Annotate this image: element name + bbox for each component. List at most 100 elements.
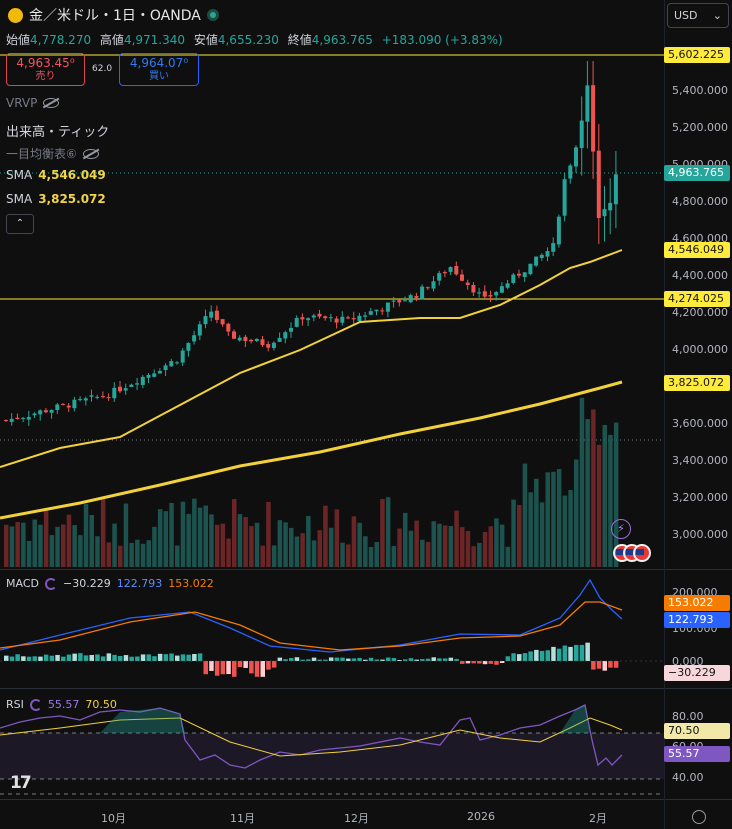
time-axis-label: 12月 bbox=[344, 812, 369, 825]
volume-bar bbox=[522, 463, 528, 567]
candle-body bbox=[43, 410, 48, 413]
macd-histogram-bar bbox=[186, 654, 191, 661]
volume-bar bbox=[249, 526, 254, 567]
candle-body bbox=[249, 339, 254, 342]
symbol-title[interactable]: 金／米ドル・1日・OANDA bbox=[8, 5, 219, 25]
volume-bar bbox=[271, 545, 277, 567]
lightning-icon[interactable]: ⚡ bbox=[611, 519, 631, 539]
candle-body bbox=[243, 336, 248, 342]
eye-hidden-icon[interactable] bbox=[43, 98, 60, 108]
candle-body bbox=[61, 403, 65, 405]
pane-divider bbox=[0, 799, 732, 800]
macd-histogram-bar bbox=[568, 646, 573, 661]
rsi-ma-badge: 70.50 bbox=[664, 723, 730, 739]
macd-histogram-bar bbox=[368, 657, 374, 661]
volume-bar bbox=[175, 545, 180, 567]
buy-button[interactable]: 4,964.07⁰ 買い bbox=[119, 53, 199, 86]
volume-bar bbox=[106, 542, 112, 567]
sell-button[interactable]: 4,963.45⁰ 売り bbox=[6, 53, 85, 86]
us-flag-event-icon[interactable] bbox=[633, 544, 651, 562]
macd-histogram-bar bbox=[539, 650, 545, 661]
macd-histogram-bar bbox=[488, 661, 493, 664]
refresh-icon[interactable] bbox=[44, 577, 57, 590]
candle-body bbox=[306, 318, 311, 321]
currency-selector[interactable]: USD ⌄ bbox=[667, 3, 729, 28]
macd-histogram-bar bbox=[43, 654, 49, 661]
macd-histogram-bar bbox=[26, 656, 32, 661]
volume-bar bbox=[129, 542, 134, 567]
volume-bar bbox=[163, 511, 169, 567]
candle-body bbox=[38, 410, 43, 415]
volume-bar bbox=[380, 498, 385, 567]
candle-body bbox=[397, 300, 402, 303]
candle-body bbox=[311, 315, 316, 318]
price-axis-tick: 4,400.000 bbox=[672, 269, 728, 282]
candle-body bbox=[15, 417, 20, 420]
indicator-sma-2[interactable]: SMA 3,825.072 bbox=[6, 192, 106, 206]
volume-bar bbox=[397, 528, 402, 567]
volume-bar bbox=[78, 535, 83, 567]
candle-body bbox=[363, 315, 368, 317]
volume-bar bbox=[237, 514, 243, 567]
candle-body bbox=[203, 316, 208, 325]
macd-histogram-bar bbox=[602, 661, 607, 671]
candle-body bbox=[100, 396, 105, 398]
macd-histogram-bar bbox=[374, 659, 379, 661]
indicator-ichimoku[interactable]: 一目均衡表⑥ bbox=[6, 145, 99, 162]
sma-1-badge: 4,546.049 bbox=[664, 242, 730, 258]
candle-body bbox=[192, 335, 197, 342]
macd-histogram-bar bbox=[397, 659, 402, 661]
candle-body bbox=[385, 302, 390, 312]
volume-bar bbox=[351, 516, 357, 567]
candle-body bbox=[357, 315, 362, 321]
candle-body bbox=[613, 174, 618, 205]
rsi-legend[interactable]: RSI 55.57 70.50 bbox=[6, 698, 117, 711]
candle-body bbox=[374, 309, 379, 312]
candle-body bbox=[277, 337, 282, 342]
candle-body bbox=[283, 332, 288, 339]
volume-bar bbox=[266, 501, 271, 567]
candle-body bbox=[460, 274, 464, 281]
macd-line-badge: 122.793 bbox=[664, 612, 730, 628]
indicator-volume[interactable]: 出来高・ティック bbox=[6, 121, 109, 140]
collapse-legend-button[interactable]: ⌃ bbox=[6, 214, 34, 234]
gear-icon[interactable] bbox=[692, 810, 706, 824]
indicator-vrvp[interactable]: VRVP bbox=[6, 96, 60, 110]
rsi-ma-line bbox=[0, 717, 623, 757]
volume-bar bbox=[334, 509, 340, 567]
volume-bar bbox=[556, 469, 562, 567]
volume-bar bbox=[465, 531, 471, 567]
refresh-icon[interactable] bbox=[29, 698, 42, 711]
time-axis-label: 11月 bbox=[230, 812, 255, 825]
indicator-sma-1[interactable]: SMA 4,546.049 bbox=[6, 168, 106, 182]
volume-bar bbox=[363, 536, 368, 567]
rsi-value: 55.57 bbox=[47, 698, 80, 711]
macd-histogram-bar bbox=[346, 658, 351, 661]
macd-histogram-bar bbox=[157, 653, 163, 661]
volume-bar bbox=[4, 524, 9, 567]
macd-histogram-bar bbox=[351, 658, 357, 661]
volume-bar bbox=[596, 444, 602, 567]
volume-bar bbox=[15, 522, 20, 567]
eye-hidden-icon[interactable] bbox=[82, 148, 99, 159]
volume-bar bbox=[408, 530, 414, 567]
macd-histogram-bar bbox=[175, 655, 180, 661]
candle-body bbox=[477, 292, 482, 294]
candle-body bbox=[169, 361, 174, 367]
rsi-line bbox=[0, 704, 623, 769]
sma-1-label: SMA bbox=[6, 168, 33, 182]
volume-bar bbox=[568, 489, 573, 567]
macd-line bbox=[0, 578, 623, 653]
volume-bar bbox=[346, 544, 351, 567]
candle-body bbox=[591, 85, 596, 152]
macd-legend[interactable]: MACD −30.229 122.793 153.022 bbox=[6, 577, 214, 590]
volume-bar bbox=[591, 409, 596, 567]
volume-bar bbox=[118, 545, 123, 567]
volume-bar bbox=[49, 535, 55, 567]
price-axis-tick: 3,200.000 bbox=[672, 491, 728, 504]
macd-histogram-bar bbox=[403, 659, 408, 661]
macd-histogram-bar bbox=[414, 659, 419, 661]
volume-bar bbox=[511, 499, 516, 567]
tradingview-logo[interactable]: 17 bbox=[10, 773, 32, 793]
